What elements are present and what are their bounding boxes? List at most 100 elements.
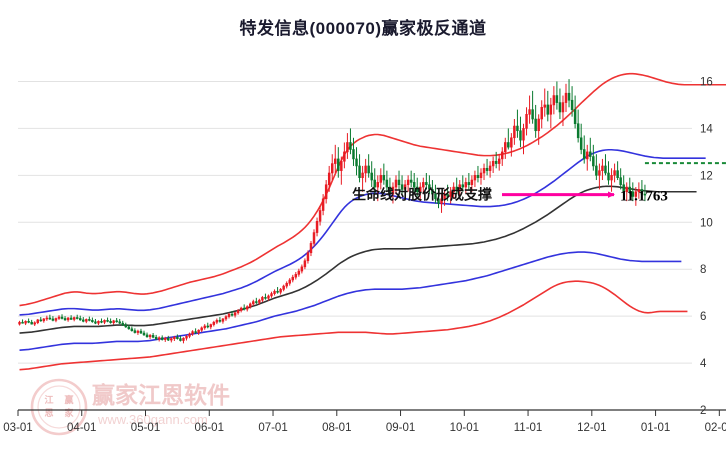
candle-body: [355, 158, 358, 167]
candle-body: [224, 316, 228, 320]
candle-body: [334, 158, 337, 164]
candle-body: [558, 102, 562, 113]
candle-body: [315, 221, 319, 233]
candle-body: [337, 158, 340, 171]
candle-body: [379, 175, 383, 183]
candle-body: [60, 316, 64, 319]
candle-body: [112, 320, 115, 324]
candle-body: [428, 184, 431, 190]
y-tick-label: 16: [700, 76, 713, 88]
candle-body: [625, 186, 628, 193]
candle-body: [106, 320, 109, 322]
candle-body: [543, 104, 546, 108]
candle-body: [72, 317, 76, 320]
y-tick-label: 8: [700, 264, 706, 276]
candle-body: [258, 299, 261, 303]
y-tick-label: 10: [700, 217, 713, 229]
candle-body: [640, 189, 644, 195]
candle-body: [51, 318, 55, 321]
candle-body: [409, 179, 413, 183]
candle-body: [643, 193, 647, 196]
candle-body: [327, 172, 331, 186]
candle-body: [458, 184, 461, 190]
x-tick-label: 05-01: [131, 422, 160, 434]
candle-body: [586, 151, 589, 160]
candle-body: [364, 165, 367, 174]
candle-body: [279, 289, 282, 293]
price-value-label: 11.1763: [620, 189, 668, 205]
candle-body: [622, 184, 625, 193]
support-annotation: 生命线对股价形成支撑 11.1763: [352, 187, 668, 205]
candle-body: [145, 334, 149, 338]
candle-body: [628, 186, 632, 193]
candle-body: [610, 175, 613, 181]
candle-body: [309, 243, 313, 254]
candle-body: [230, 313, 234, 316]
candle-body: [245, 306, 249, 310]
candle-body: [491, 160, 495, 167]
candle-body: [157, 337, 161, 340]
candle-body: [567, 92, 571, 101]
candle-body: [616, 170, 619, 178]
candle-body: [343, 151, 346, 162]
candle-body: [349, 142, 352, 150]
candle-body: [324, 184, 328, 200]
x-tick-label: 04-01: [67, 422, 96, 434]
candle-body: [160, 337, 164, 340]
y-tick-label: 4: [700, 358, 707, 370]
candle-body: [218, 320, 222, 322]
candle-body: [592, 156, 595, 167]
candle-body: [440, 198, 443, 204]
candle-body: [206, 325, 209, 328]
candle-body: [221, 318, 225, 322]
candle-body: [200, 327, 203, 331]
candle-body: [288, 279, 291, 284]
candle-body: [519, 130, 522, 141]
y-tick-label: 6: [700, 311, 706, 323]
candle-body: [121, 322, 124, 326]
candle-body: [546, 104, 550, 115]
candle-body: [415, 186, 419, 193]
candle-body: [434, 193, 437, 200]
candle-body: [431, 189, 434, 195]
candle-body: [267, 295, 270, 299]
candle-body: [637, 189, 641, 193]
candle-body: [173, 336, 176, 339]
candle-body: [516, 125, 519, 132]
candle-body: [182, 337, 185, 341]
candle-body: [285, 282, 288, 287]
candle-body: [255, 301, 258, 303]
candle-body: [276, 290, 279, 293]
seal-icon: 江赢恩 家: [30, 378, 88, 436]
candle-body: [549, 104, 553, 115]
svg-text:恩: 恩: [44, 408, 53, 418]
candle-body: [479, 172, 483, 178]
annotation-label: 生命线对股价形成支撑: [352, 187, 492, 203]
candle-body: [27, 320, 30, 323]
candle-body: [564, 92, 568, 103]
candle-body: [197, 329, 200, 333]
x-tick-label: 03-01: [3, 422, 32, 434]
candle-body: [376, 182, 380, 188]
x-tick-label: 09-01: [386, 422, 415, 434]
candle-body: [352, 149, 355, 160]
candle-body: [94, 321, 97, 324]
candle-body: [103, 320, 106, 323]
candle-body: [321, 198, 325, 211]
candle-body: [36, 319, 39, 324]
y-tick-label: 14: [700, 123, 713, 135]
candle-body: [394, 179, 398, 188]
candle-body: [579, 137, 583, 150]
candle-body: [582, 149, 586, 160]
candle-body: [391, 186, 395, 195]
candle-body: [164, 337, 167, 340]
candle-body: [63, 318, 67, 321]
candle-body: [97, 320, 100, 324]
candle-body: [397, 179, 401, 186]
candle-body: [188, 333, 191, 337]
candle-body: [525, 114, 528, 129]
candle-body: [461, 184, 465, 188]
candle-body: [412, 182, 416, 188]
candlestick-series: [18, 79, 647, 344]
